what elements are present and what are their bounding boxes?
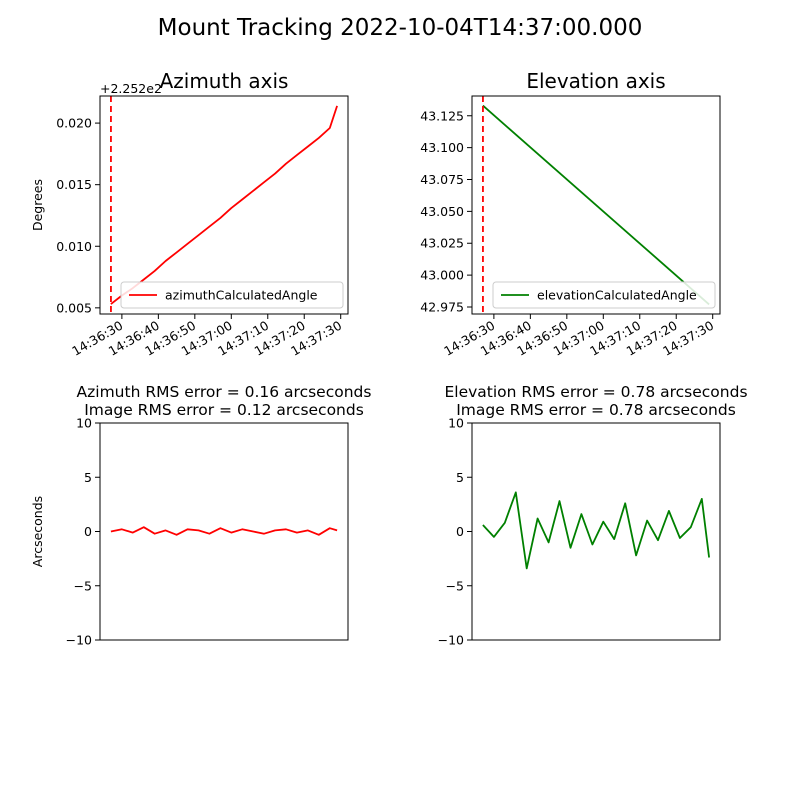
chart-title: Image RMS error = 0.78 arcseconds (456, 401, 736, 419)
y-tick-label: 0 (84, 524, 92, 539)
plot-frame (99, 95, 349, 315)
y-tick-label: 0.015 (56, 177, 92, 192)
legend: elevationCalculatedAngle (492, 281, 716, 309)
y-tick-label: 5 (84, 470, 92, 485)
y-tick-label: 0.005 (56, 300, 92, 315)
legend-box (492, 281, 716, 309)
plot-area (100, 96, 348, 314)
figure-title: Mount Tracking 2022-10-04T14:37:00.000 (158, 15, 643, 41)
y-tick-label: 5 (456, 470, 464, 485)
y-tick-label: 10 (448, 416, 464, 431)
chart-title: Azimuth RMS error = 0.16 arcseconds (77, 383, 372, 401)
elevation-error-series-line (482, 491, 710, 570)
elevation-error-panel: Elevation RMS error = 0.78 arcsecondsIma… (438, 383, 748, 648)
y-tick-label: −10 (438, 633, 464, 648)
y-tick-label: −5 (446, 578, 464, 593)
y-tick-label: 43.075 (420, 172, 464, 187)
y-tick-label: 10 (76, 416, 92, 431)
chart-title: Elevation RMS error = 0.78 arcseconds (444, 383, 747, 401)
y-tick-label: 43.100 (420, 140, 464, 155)
legend-label: elevationCalculatedAngle (537, 288, 697, 303)
azimuth-error-panel: Azimuth RMS error = 0.16 arcsecondsImage… (30, 383, 371, 648)
elevation-panel: Elevation axis 42.975 43.000 43.025 43.050 43… (420, 69, 721, 359)
chart-title: Image RMS error = 0.12 arcseconds (84, 401, 364, 419)
y-tick-label: 43.050 (420, 204, 464, 219)
plot-frame (471, 422, 721, 641)
y-tick-label: 0.020 (56, 116, 92, 131)
y-tick-label: −5 (74, 578, 92, 593)
y-axis-label: Degrees (30, 179, 45, 231)
elevationCalculatedAngle-series-line (482, 104, 710, 306)
plot-area (472, 423, 720, 640)
y-tick-label: 0 (456, 524, 464, 539)
y-axis-label: Arcseconds (30, 496, 45, 567)
plot-frame (471, 95, 721, 315)
plot-frame (99, 422, 349, 641)
y-tick-label: 43.025 (420, 236, 464, 251)
legend-box (120, 281, 344, 309)
y-tick-label: 42.975 (420, 299, 464, 314)
azimuthCalculatedAngle-series-line (110, 105, 338, 305)
legend-label: azimuthCalculatedAngle (165, 288, 318, 303)
chart-title: Azimuth axis (160, 69, 289, 93)
y-tick-label: −10 (66, 633, 92, 648)
legend: azimuthCalculatedAngle (120, 281, 344, 309)
y-tick-label: 0.010 (56, 239, 92, 254)
y-tick-label: 43.125 (420, 108, 464, 123)
azimuth-error-series-line (110, 526, 338, 536)
y-tick-label: 43.000 (420, 268, 464, 283)
axis-offset-text: +2.252e2 (100, 81, 162, 96)
chart-title: Elevation axis (526, 69, 665, 93)
